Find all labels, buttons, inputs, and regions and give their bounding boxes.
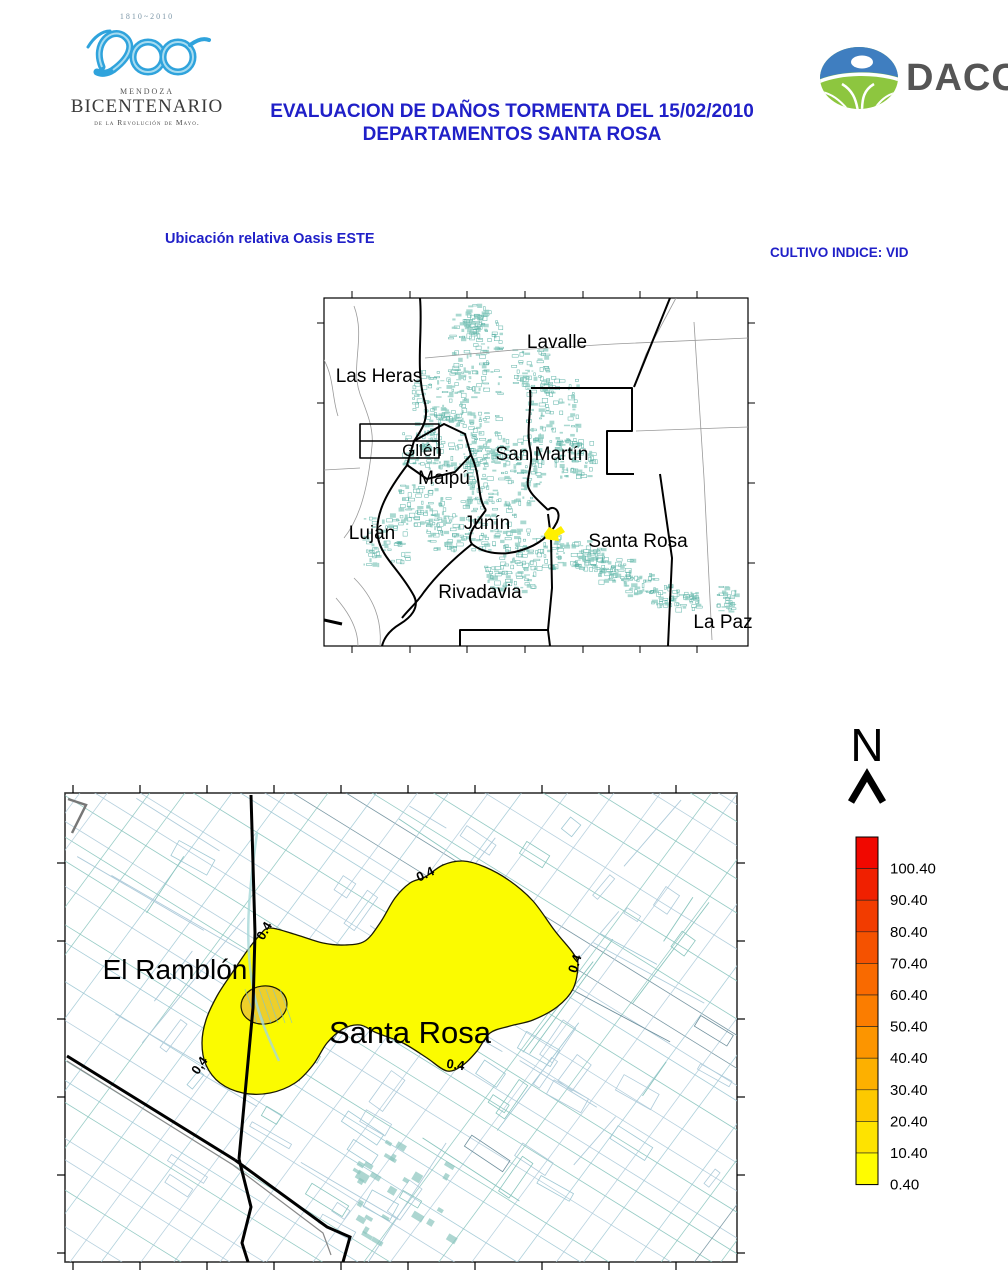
bicentenario-logo: 1810~2010 MENDOZA BICENTENARIO de la Rev…	[52, 12, 242, 127]
page-title: EVALUACION DE DAÑOS TORMENTA DEL 15/02/2…	[244, 100, 780, 146]
department-label: Junín	[464, 513, 510, 534]
legend-value-label: 30.40	[890, 1082, 928, 1099]
north-indicator: N	[832, 722, 902, 811]
north-arrow-icon	[847, 768, 887, 804]
overview-map-ticks	[317, 291, 755, 653]
department-label: Gllén	[402, 441, 442, 460]
detail-map-ticks	[57, 785, 745, 1270]
department-label: Lavalle	[527, 332, 587, 353]
department-label: San Martín	[496, 444, 589, 465]
detail-roads	[66, 794, 352, 1262]
overview-map: Lavalle Las Heras Gllén San Martín Maipú Lujá…	[317, 291, 755, 653]
legend-value-label: 100.40	[890, 861, 936, 878]
overview-labels: Lavalle Las Heras Gllén San Martín Maipú Lujá…	[336, 332, 753, 633]
damage-contour-04	[201, 860, 579, 1095]
legend-value-label: 0.40	[890, 1177, 919, 1194]
overview-minor-boundaries	[324, 298, 748, 646]
legend-value-label: 10.40	[890, 1145, 928, 1162]
department-label: La Paz	[693, 612, 752, 633]
bicentenario-region: MENDOZA	[120, 87, 174, 96]
dacc-globe-icon	[820, 47, 898, 109]
subtitle-oasis-este: Ubicación relativa Oasis ESTE	[165, 231, 375, 247]
legend-value-label: 40.40	[890, 1050, 928, 1067]
bicentenario-years: 1810~2010	[119, 12, 175, 21]
overview-parcels	[362, 303, 740, 613]
dacc-label: DACC	[906, 56, 1008, 99]
department-label: Rivadavia	[438, 582, 522, 603]
bicentenario-tagline: de la Revolución de Mayo.	[94, 118, 200, 127]
legend-value-label: 70.40	[890, 955, 928, 972]
overview-department-boundaries	[324, 298, 673, 646]
overview-damage-highlight	[544, 526, 565, 541]
bicentenario-name: BICENTENARIO	[70, 96, 224, 117]
department-label: Santa Rosa	[588, 531, 688, 552]
legend-value-label: 60.40	[890, 987, 928, 1004]
subtitle-cultivo-indice: CULTIVO INDICE: VID	[770, 245, 909, 260]
legend-value-label: 50.40	[890, 1019, 928, 1036]
contour-value-label: 0.4	[565, 952, 585, 975]
bicentenario-200-icon	[86, 29, 211, 77]
department-label: Luján	[349, 523, 396, 544]
damage-scale-legend: 100.40 90.40 80.40 70.40 60.40 50.40 40.40 30.4…	[855, 836, 936, 1194]
legend-value-label: 80.40	[890, 924, 928, 941]
detail-contour-layer	[201, 860, 579, 1095]
department-label: Maipú	[418, 468, 470, 489]
contour-value-label: 0.4	[446, 1056, 467, 1073]
department-label: Las Heras	[336, 366, 423, 387]
place-label: El Ramblón	[103, 954, 248, 985]
page-title-line2: DEPARTAMENTOS SANTA ROSA	[362, 124, 662, 145]
legend-value-label: 90.40	[890, 892, 928, 909]
contour-value-label: 0.4	[414, 863, 437, 885]
legend-value-label: 20.40	[890, 1113, 928, 1130]
dacc-logo: DACC	[818, 44, 1008, 112]
corner-arrow-icon	[67, 797, 88, 834]
place-label: Santa Rosa	[329, 1015, 492, 1050]
page-title-line1: EVALUACION DE DAÑOS TORMENTA DEL 15/02/2…	[270, 101, 754, 122]
north-label: N	[850, 719, 884, 771]
